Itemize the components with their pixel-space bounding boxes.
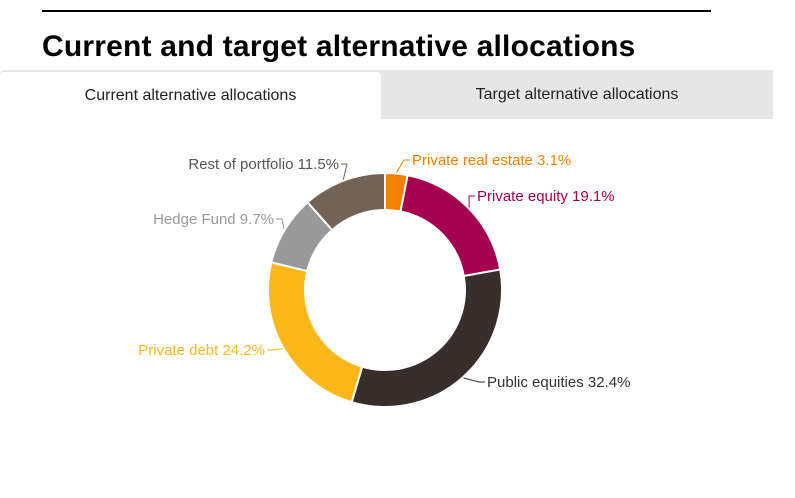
connector-1 [468, 195, 475, 208]
connector-2 [463, 377, 485, 383]
slice-label-4: Hedge Fund 9.7% [153, 211, 274, 228]
connector-3 [267, 348, 283, 351]
connector-0 [396, 159, 410, 173]
slice-label-3: Private debt 24.2% [138, 342, 265, 359]
tab-current-allocations[interactable]: Current alternative allocations [0, 72, 381, 119]
slice-2[interactable] [350, 268, 503, 408]
slice-label-0: Private real estate 3.1% [412, 152, 571, 169]
slice-label-1: Private equity 19.1% [477, 188, 615, 205]
slice-label-2: Public equities 32.4% [487, 374, 630, 391]
connector-4 [276, 218, 285, 230]
slice-3[interactable] [267, 261, 364, 404]
slice-label-5: Rest of portfolio 11.5% [188, 156, 339, 173]
page-title: Current and target alternative allocatio… [42, 30, 636, 63]
tab-bar: Current alternative allocations Target a… [0, 70, 773, 119]
slice-5[interactable] [306, 171, 386, 232]
connector-5 [341, 163, 348, 180]
top-rule [42, 10, 711, 12]
tab-target-allocations[interactable]: Target alternative allocations [381, 70, 773, 119]
